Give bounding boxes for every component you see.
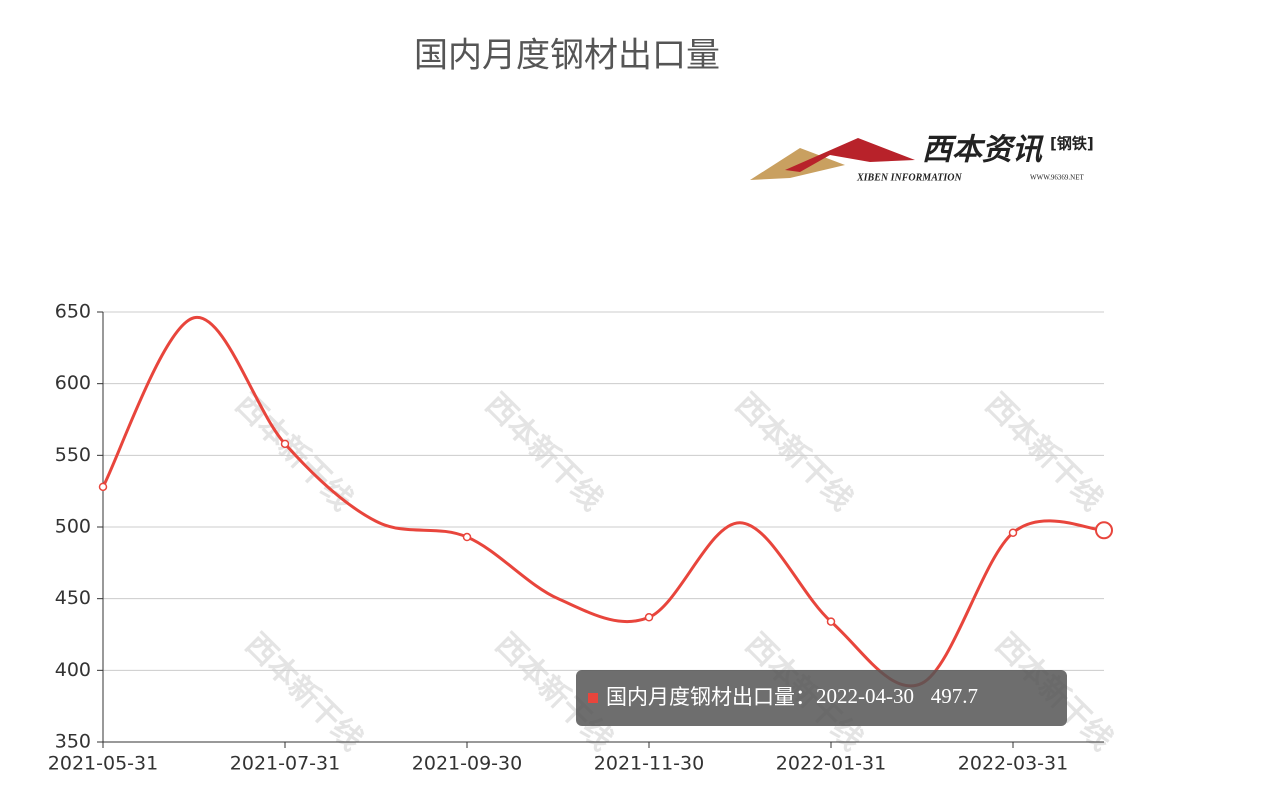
- tooltip: 国内月度钢材出口量：2022-04-30 497.7: [576, 670, 1067, 726]
- x-tick-label: 2021-11-30: [594, 753, 704, 775]
- tooltip-sep: [924, 685, 931, 709]
- y-tick-label: 450: [55, 587, 91, 609]
- chart-title: 国内月度钢材出口量: [414, 36, 720, 76]
- logo-tag: [钢铁]: [1050, 135, 1094, 153]
- x-tick-label: 2021-09-30: [412, 753, 522, 775]
- logo-shape: [785, 138, 915, 172]
- watermark: 西本新干线: [238, 627, 369, 758]
- logo-shape: [750, 148, 845, 180]
- point: [1095, 521, 1113, 540]
- watermark: 西本新干线: [978, 387, 1109, 518]
- y-tick-label: 650: [55, 301, 91, 323]
- point: [826, 617, 836, 626]
- logo-site: WWW.96369.NET: [1030, 174, 1085, 182]
- y-tick-label: 350: [55, 731, 91, 753]
- y-tick-label: 600: [55, 372, 91, 394]
- point: [644, 613, 654, 622]
- y-tick-label: 400: [55, 659, 91, 681]
- y-tick-label: 500: [55, 516, 91, 538]
- tooltip-part: 国内月度钢材出口量: [606, 685, 795, 709]
- watermark: 西本新干线: [478, 387, 609, 518]
- tooltip-box: [576, 670, 1067, 726]
- y-tick-label: 550: [55, 444, 91, 466]
- tooltip-part: 2022-04-30: [816, 684, 914, 708]
- x-tick-label: 2022-01-31: [776, 753, 886, 775]
- point: [462, 532, 472, 542]
- point: [98, 482, 108, 492]
- logo-english: XIBEN INFORMATION: [856, 172, 963, 183]
- tooltip-sep: ：: [795, 685, 816, 709]
- x-tick-label: 2021-05-31: [48, 753, 158, 775]
- point: [1008, 528, 1018, 537]
- x-tick-label: 2021-07-31: [230, 753, 340, 775]
- tooltip-text: 国内月度钢材出口量：2022-04-30 497.7: [606, 684, 978, 709]
- x-tick-label: 2022-03-31: [958, 753, 1068, 775]
- line: [101, 316, 1105, 688]
- logo: 西本资讯 [钢铁] XIBEN INFORMATION WWW.96369.NE…: [750, 133, 1094, 183]
- logo-name: 西本资讯: [922, 133, 1044, 168]
- tooltip-swatch: [588, 693, 598, 703]
- point: [280, 439, 290, 449]
- watermark: 西本新干线: [728, 387, 859, 518]
- tooltip-part: 497.7: [931, 684, 978, 708]
